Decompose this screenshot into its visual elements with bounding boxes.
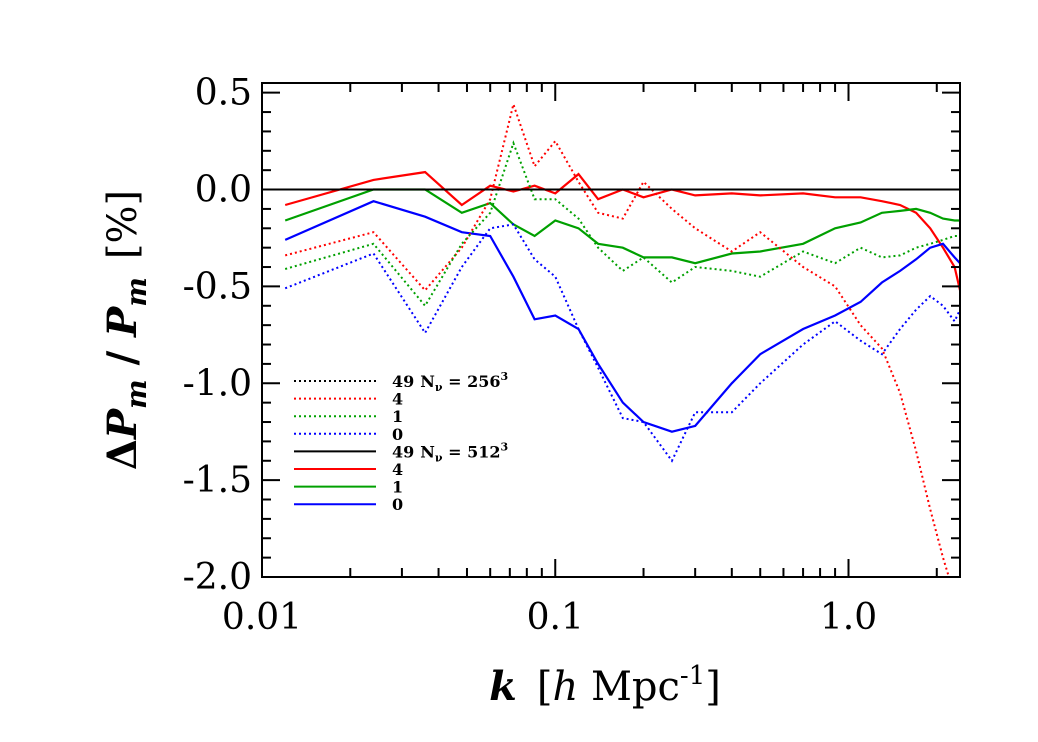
legend-label-4: 49 Nν = 5123 bbox=[392, 440, 508, 464]
y-tick-label: -2.0 bbox=[183, 557, 252, 598]
legend-label-0: 49 Nν = 2563 bbox=[392, 370, 508, 394]
legend-label-3: 0 bbox=[392, 425, 403, 444]
y-tick-label: -1.5 bbox=[183, 460, 252, 501]
series-line-2-solid bbox=[284, 200, 960, 433]
y-tick-label: -0.5 bbox=[183, 266, 252, 307]
axis-ticks: 0.5 0.0 -0.5 -1.0 -1.5 -2.00.01 0.1 1.0 bbox=[183, 73, 960, 638]
plot-area bbox=[261, 82, 961, 578]
plot-frame bbox=[261, 82, 961, 578]
series-line-0-solid bbox=[284, 170, 960, 291]
x-tick-label: 0.1 bbox=[527, 597, 584, 638]
y-tick-label: 0.5 bbox=[195, 73, 252, 114]
series-group bbox=[284, 100, 960, 577]
y-axis-title: ΔPm / Pm[%] bbox=[99, 190, 153, 470]
y-tick-label: 0.0 bbox=[195, 170, 252, 211]
legend-label-6: 1 bbox=[392, 478, 403, 497]
legend-label-5: 4 bbox=[392, 460, 403, 479]
series-line-3-dotted bbox=[284, 100, 950, 577]
x-axis-title: k [h Mpc-1] bbox=[489, 661, 721, 710]
series-line-1-solid bbox=[284, 188, 960, 265]
legend-label-2: 1 bbox=[392, 407, 403, 426]
legend-label-1: 4 bbox=[392, 390, 403, 409]
y-tick-label: -1.0 bbox=[183, 363, 252, 404]
series-line-5-dotted bbox=[284, 223, 960, 463]
series-line-4-dotted bbox=[284, 140, 960, 308]
x-tick-label: 0.01 bbox=[222, 597, 302, 638]
legend-label-7: 0 bbox=[392, 495, 403, 514]
x-tick-label: 1.0 bbox=[820, 597, 877, 638]
